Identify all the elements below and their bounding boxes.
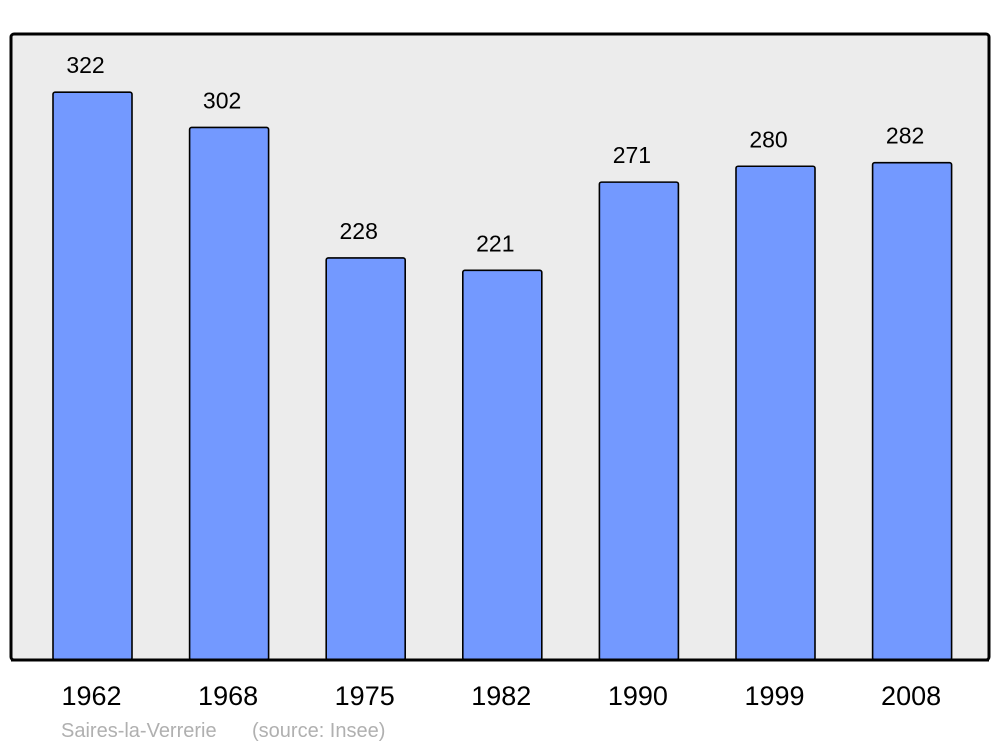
bar-2008 <box>871 161 953 661</box>
data-label-2008: 282 <box>886 123 924 149</box>
x-tick-label-2008: 2008 <box>881 681 941 711</box>
bar-1968 <box>188 126 270 661</box>
caption-source: (source: Insee) <box>252 720 385 742</box>
x-tick-label-1982: 1982 <box>471 681 531 711</box>
data-label-1990: 271 <box>613 142 651 168</box>
data-label-1962: 322 <box>66 52 104 78</box>
x-tick-label-1968: 1968 <box>198 681 258 711</box>
bar-1975 <box>325 257 407 661</box>
x-tick-label-1962: 1962 <box>61 681 121 711</box>
bar-1990 <box>598 181 680 661</box>
caption-place: Saires-la-Verrerie <box>61 720 217 742</box>
bar-1962 <box>52 91 133 661</box>
data-label-1982: 221 <box>476 230 514 256</box>
bar-1999 <box>735 165 816 661</box>
data-label-1975: 228 <box>340 218 378 244</box>
data-label-1968: 302 <box>203 87 241 113</box>
bar-1982 <box>461 269 543 661</box>
x-tick-label-1990: 1990 <box>608 681 668 711</box>
x-tick-label-1999: 1999 <box>744 681 804 711</box>
x-tick-label-1975: 1975 <box>335 681 395 711</box>
data-label-1999: 280 <box>749 126 787 152</box>
